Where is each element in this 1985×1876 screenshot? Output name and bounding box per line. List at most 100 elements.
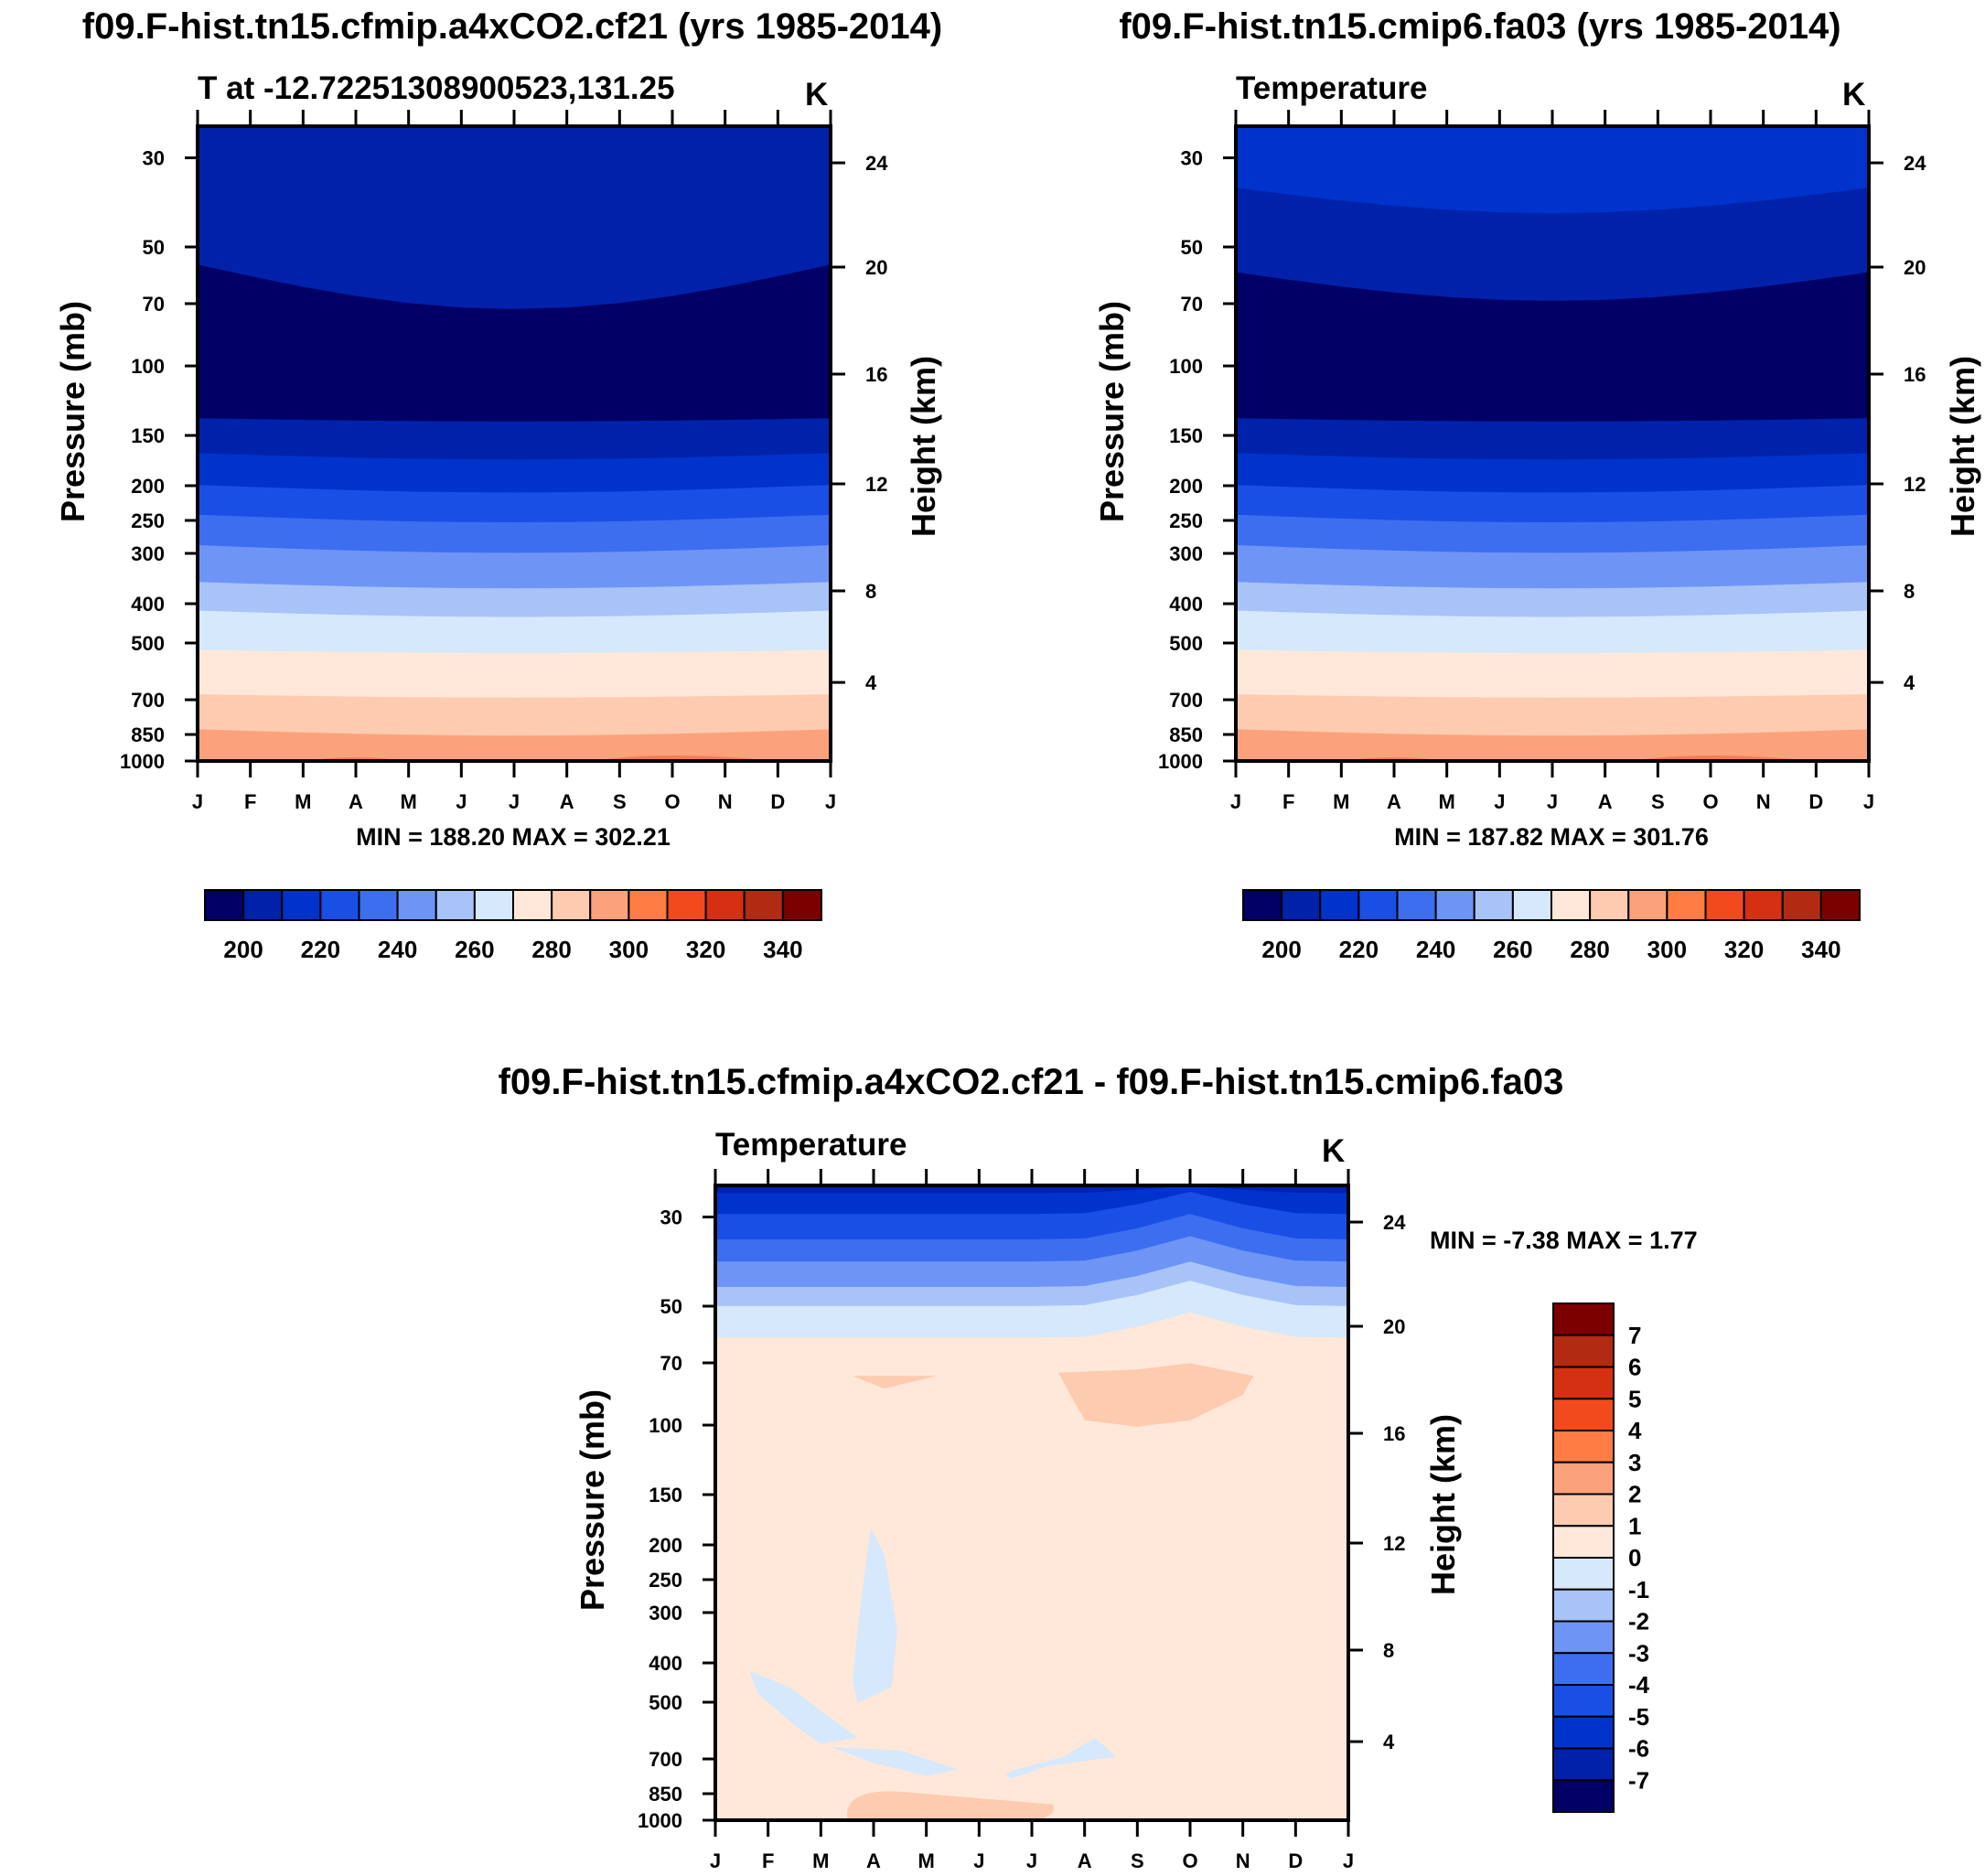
x-tick-label: A bbox=[1078, 1849, 1092, 1872]
colorbar-label: -6 bbox=[1628, 1735, 1649, 1763]
colorbar: 200 220 240 260 280 300 320 340 bbox=[204, 889, 822, 963]
x-tick-label: N bbox=[718, 790, 733, 813]
contour-blob bbox=[831, 1747, 959, 1776]
contour-band bbox=[715, 1185, 1348, 1194]
y-axis-right-label: Height (km) bbox=[1944, 356, 1981, 537]
y-tick-label: 100 bbox=[131, 355, 165, 378]
colorbar-swatch bbox=[1550, 889, 1592, 921]
y-tick-label: 150 bbox=[1169, 424, 1203, 447]
y-tick-label: 70 bbox=[1181, 293, 1203, 316]
x-tick-label: M bbox=[295, 790, 311, 813]
y-right-tick-label: 12 bbox=[1383, 1532, 1405, 1555]
x-tick-label: J bbox=[192, 790, 203, 813]
colorbar-swatch bbox=[319, 889, 360, 921]
y-right-tick-label: 16 bbox=[865, 363, 887, 386]
units-label: K bbox=[1842, 77, 1865, 113]
colorbar-swatch bbox=[281, 889, 322, 921]
x-tick-label: S bbox=[613, 790, 627, 813]
colorbar-swatch bbox=[781, 889, 822, 921]
y-axis-label: Pressure (mb) bbox=[54, 301, 91, 522]
x-tick-label: O bbox=[664, 790, 680, 813]
contour-plot: J F M A M J J A S O N D J 30 50 70 100 150 200 250 300 400 500… bbox=[638, 1169, 1406, 1872]
x-tick-label: M bbox=[918, 1849, 935, 1872]
y-tick-label: 250 bbox=[1169, 509, 1203, 532]
units-label: K bbox=[805, 77, 828, 113]
colorbar-swatch bbox=[666, 889, 707, 921]
y-tick-label: 300 bbox=[649, 1602, 682, 1624]
x-tick-label: M bbox=[1333, 790, 1349, 813]
colorbar-swatch bbox=[1552, 1620, 1615, 1655]
colorbar-label: -5 bbox=[1628, 1703, 1649, 1731]
colorbar-swatch bbox=[1552, 1398, 1615, 1431]
colorbar-swatch bbox=[1552, 1557, 1615, 1591]
colorbar-swatch bbox=[1589, 889, 1630, 921]
colorbar-swatch bbox=[1819, 889, 1861, 921]
colorbar-swatch bbox=[473, 889, 514, 921]
colorbar-swatch bbox=[1552, 1525, 1615, 1559]
y-tick-label: 500 bbox=[1169, 632, 1203, 655]
y-tick-label: 1000 bbox=[1158, 750, 1203, 773]
colorbar-label: 2 bbox=[1628, 1481, 1641, 1508]
y-tick-label: 30 bbox=[660, 1206, 682, 1229]
colorbar-label: 340 bbox=[1801, 936, 1840, 963]
colorbar-swatch bbox=[1743, 889, 1784, 921]
y-tick-label: 70 bbox=[143, 293, 165, 316]
y-right-tick-label: 20 bbox=[1904, 256, 1926, 279]
contour-plot: J F M A M J J A S O N D J 30 50 70 100 150 200 250 300 400 500… bbox=[120, 110, 888, 813]
colorbar-label: -2 bbox=[1628, 1608, 1649, 1635]
x-tick-label: M bbox=[812, 1849, 829, 1872]
x-tick-label: J bbox=[710, 1849, 721, 1872]
x-tick-label: S bbox=[1131, 1849, 1144, 1872]
colorbar-swatch bbox=[1552, 1334, 1615, 1368]
contour-blob bbox=[1005, 1737, 1117, 1779]
colorbar-swatch bbox=[1552, 1747, 1615, 1782]
y-right-tick-label: 4 bbox=[1383, 1731, 1395, 1753]
colorbar-swatch bbox=[589, 889, 630, 921]
x-tick-label: A bbox=[1387, 790, 1401, 813]
panel-subtitle: Temperature bbox=[715, 1127, 907, 1163]
contour-band bbox=[1236, 729, 1869, 761]
panel-title: f09.F-hist.tn15.cfmip.a4xCO2.cf21 - f09.… bbox=[499, 1062, 1564, 1102]
colorbar-swatch bbox=[396, 889, 437, 921]
y-tick-label: 250 bbox=[131, 509, 165, 532]
colorbar-label: 200 bbox=[223, 936, 263, 963]
y-tick-label: 500 bbox=[649, 1691, 682, 1714]
panel-cmip6: f09.F-hist.tn15.cmip6.fa03 (yrs 1985-201… bbox=[1093, 6, 1981, 963]
colorbar-swatch bbox=[1552, 1461, 1615, 1495]
colorbar-label: 3 bbox=[1628, 1449, 1641, 1476]
colorbar-label: 260 bbox=[1493, 936, 1532, 963]
colorbar-swatch bbox=[1552, 1430, 1615, 1463]
units-label: K bbox=[1322, 1133, 1345, 1169]
y-tick-label: 400 bbox=[649, 1652, 682, 1675]
min-max-stats: MIN = 187.82 MAX = 301.76 bbox=[1394, 823, 1709, 851]
y-right-tick-label: 8 bbox=[1383, 1639, 1394, 1662]
colorbar-swatch bbox=[1552, 1715, 1615, 1750]
x-tick-label: F bbox=[244, 790, 256, 813]
colorbar-swatch bbox=[1552, 1684, 1615, 1718]
y-tick-label: 150 bbox=[649, 1484, 682, 1506]
colorbar-label: 6 bbox=[1628, 1354, 1641, 1381]
y-tick-label: 200 bbox=[649, 1534, 682, 1557]
y-axis-right-label: Height (km) bbox=[1424, 1414, 1462, 1595]
x-tick-label: J bbox=[456, 790, 467, 813]
y-tick-label: 50 bbox=[1181, 236, 1203, 259]
y-right-tick-label: 16 bbox=[1904, 363, 1926, 386]
colorbar-label: 220 bbox=[301, 936, 340, 963]
x-tick-label: J bbox=[509, 790, 520, 813]
x-tick-label: M bbox=[401, 790, 417, 813]
y-tick-label: 30 bbox=[1181, 147, 1203, 170]
colorbar-swatch bbox=[1242, 889, 1283, 921]
x-tick-label: A bbox=[349, 790, 363, 813]
panel-a4xco2: f09.F-hist.tn15.cfmip.a4xCO2.cf21 (yrs 1… bbox=[54, 6, 942, 963]
contour-plot: J F M A M J J A S O N D J 30 50 70 100 150 200 250 300 400 500… bbox=[1158, 110, 1926, 813]
colorbar-swatch bbox=[358, 889, 399, 921]
y-right-tick-label: 4 bbox=[865, 671, 877, 694]
min-max-stats: MIN = 188.20 MAX = 302.21 bbox=[356, 823, 671, 851]
colorbar-label: 320 bbox=[1724, 936, 1764, 963]
x-tick-label: J bbox=[973, 1849, 984, 1872]
y-tick-label: 500 bbox=[131, 632, 165, 655]
colorbar-label: 5 bbox=[1628, 1385, 1641, 1412]
x-tick-label: O bbox=[1182, 1849, 1197, 1872]
x-tick-label: J bbox=[1230, 790, 1241, 813]
colorbar-swatch bbox=[1319, 889, 1360, 921]
